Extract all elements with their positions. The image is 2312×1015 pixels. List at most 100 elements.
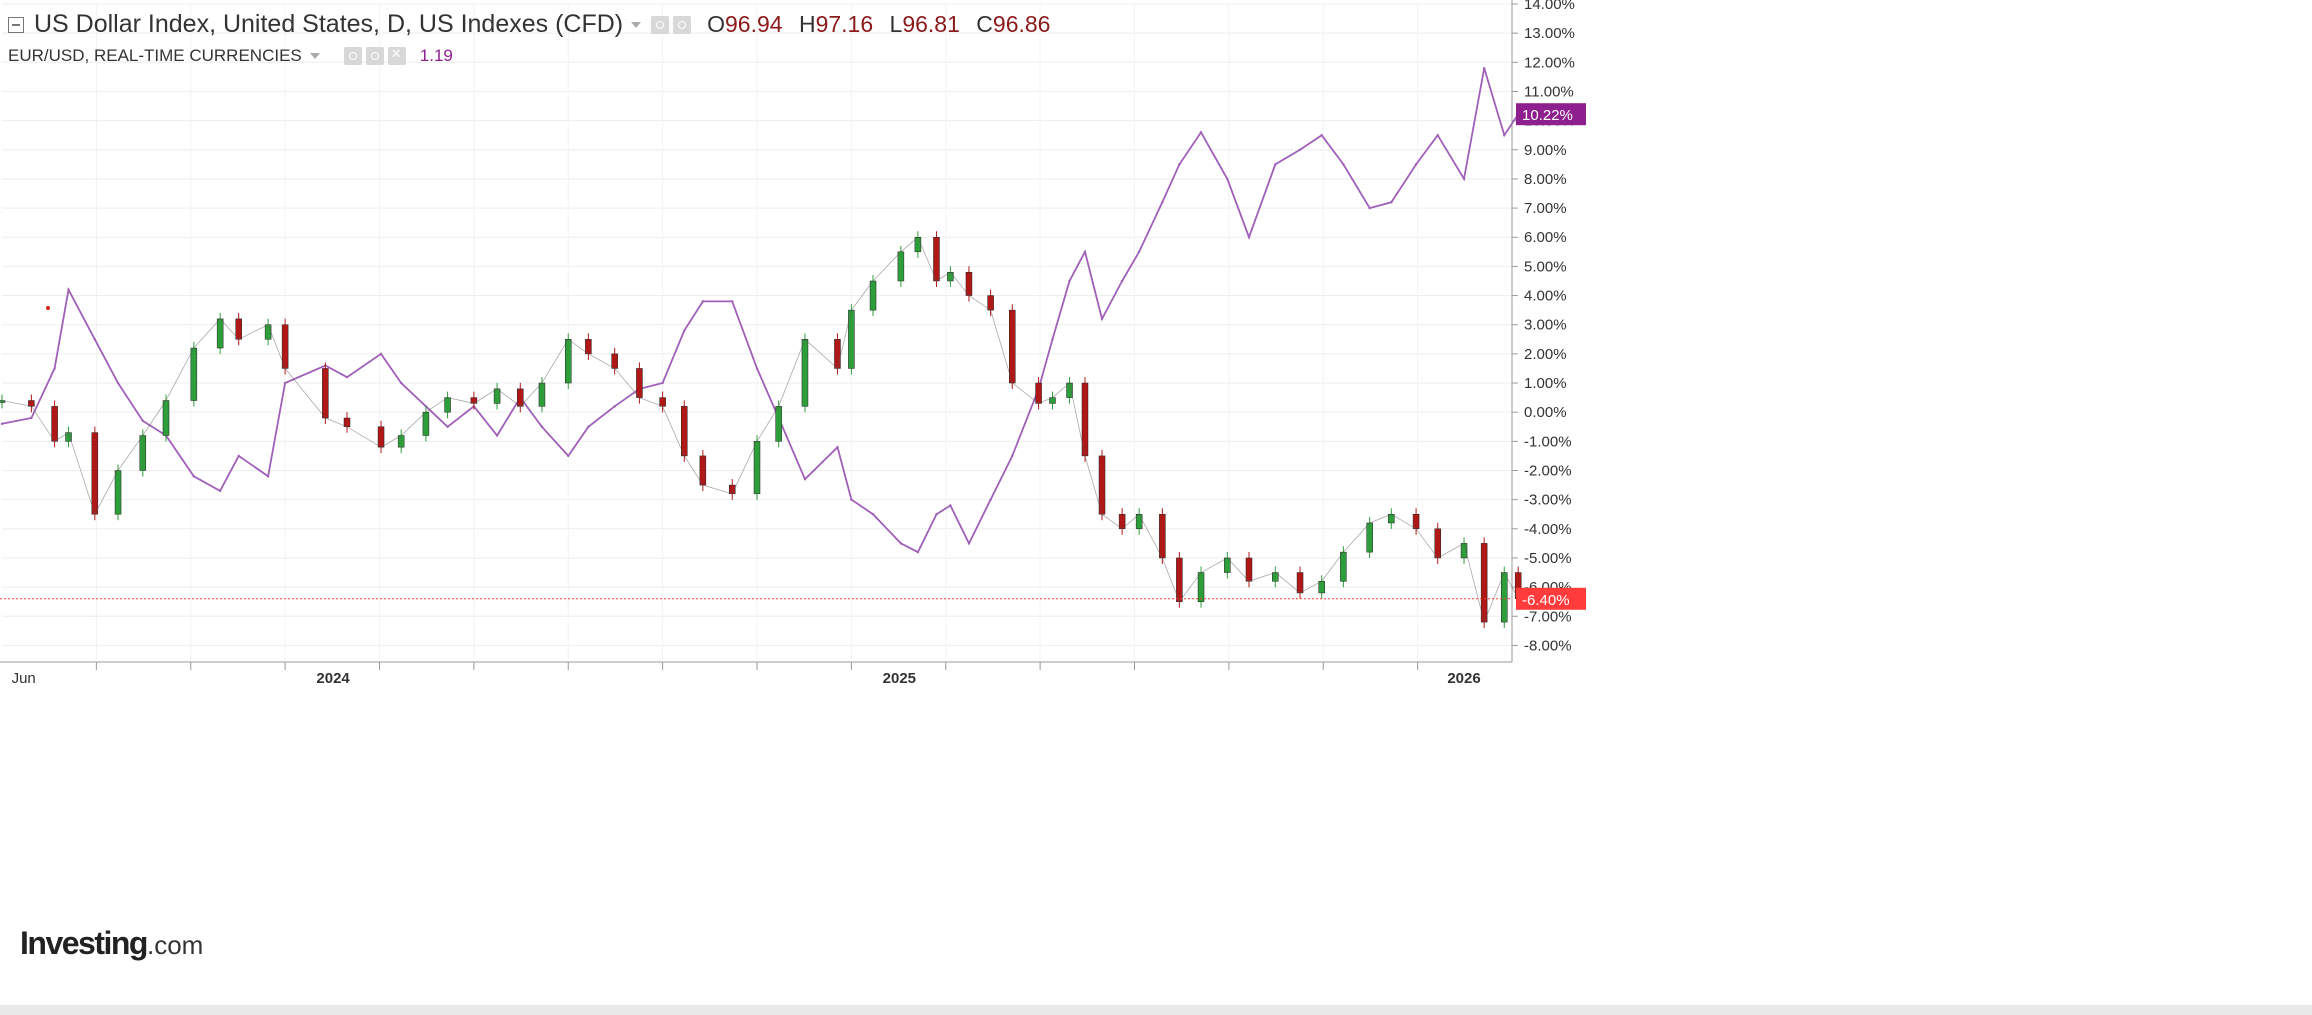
eurusd-point bbox=[67, 288, 70, 291]
candle bbox=[933, 236, 940, 282]
candle bbox=[965, 271, 973, 296]
candle bbox=[987, 295, 994, 311]
eurusd-point bbox=[755, 367, 759, 370]
eurusd-point bbox=[1368, 206, 1371, 210]
y-tick-label: 2.00% bbox=[1524, 346, 1567, 363]
y-tick-label: 0.00% bbox=[1524, 404, 1567, 421]
dxy-last-label-bg bbox=[1516, 587, 1586, 610]
investing-logo: Investing.com bbox=[20, 925, 203, 962]
eurusd-point bbox=[916, 550, 920, 554]
eurusd-point bbox=[446, 425, 449, 428]
eurusd-point bbox=[540, 425, 544, 428]
chevron-down-icon[interactable] bbox=[631, 21, 642, 28]
close-icon[interactable] bbox=[387, 46, 406, 65]
main-series-title: US Dollar Index, United States, D, US In… bbox=[34, 10, 624, 38]
eurusd-last-label-bg bbox=[1516, 103, 1586, 126]
candle bbox=[281, 324, 289, 369]
candle bbox=[1366, 522, 1373, 553]
gear-icon[interactable] bbox=[673, 15, 692, 34]
candle bbox=[659, 397, 666, 407]
eurusd-point bbox=[967, 542, 971, 545]
y-tick-label: 5.00% bbox=[1524, 258, 1567, 275]
candle bbox=[493, 388, 501, 404]
y-tick-label: 7.00% bbox=[1524, 200, 1567, 217]
compare-legend: EUR/USD, REAL-TIME CURRENCIES 1.19 bbox=[8, 46, 453, 66]
gear-icon[interactable] bbox=[365, 47, 384, 65]
candle bbox=[565, 339, 572, 384]
y-tick-label: 12.00% bbox=[1524, 54, 1575, 71]
candle bbox=[1009, 309, 1016, 384]
candle bbox=[1159, 513, 1166, 559]
eurusd-point bbox=[192, 475, 196, 478]
eurusd-point bbox=[1503, 134, 1506, 137]
candle bbox=[264, 324, 272, 340]
eurusd-point bbox=[1462, 177, 1466, 181]
main-legend: US Dollar Index, United States, D, US In… bbox=[8, 10, 1050, 39]
eurusd-point bbox=[1100, 317, 1104, 321]
eurusd-point bbox=[1051, 338, 1054, 341]
eurusd-point bbox=[1436, 134, 1439, 137]
collapse-icon[interactable] bbox=[8, 16, 24, 33]
eurusd-point bbox=[495, 434, 499, 437]
eurusd-point bbox=[1482, 66, 1486, 70]
candle bbox=[1434, 528, 1441, 559]
candle bbox=[681, 406, 688, 457]
candle bbox=[1340, 551, 1347, 582]
eurusd-point bbox=[1161, 201, 1164, 204]
eye-icon[interactable] bbox=[651, 15, 670, 34]
eurusd-point bbox=[345, 375, 349, 379]
y-tick-label: 14.00% bbox=[1524, 0, 1575, 13]
candle bbox=[377, 426, 385, 448]
candle bbox=[611, 353, 618, 369]
y-tick-label: -5.00% bbox=[1524, 550, 1572, 567]
compare-value: 1.19 bbox=[419, 46, 453, 65]
eurusd-point bbox=[1320, 134, 1323, 137]
open-value: 96.94 bbox=[725, 11, 783, 37]
eurusd-point bbox=[1342, 163, 1345, 166]
candle bbox=[1035, 382, 1042, 404]
y-tick-label: -7.00% bbox=[1524, 608, 1572, 625]
y-tick-label: 3.00% bbox=[1524, 317, 1567, 334]
x-tick-label: 2026 bbox=[1447, 670, 1480, 687]
candle bbox=[753, 441, 761, 495]
ohlc-values: O96.94 H97.16 L96.81 C96.86 bbox=[707, 11, 1050, 38]
bottom-scrollbar[interactable] bbox=[0, 1005, 2312, 1015]
candle bbox=[1480, 543, 1488, 623]
eurusd-last-label: 10.22% bbox=[1522, 107, 1573, 124]
eurusd-point bbox=[283, 381, 287, 385]
chevron-down-icon[interactable] bbox=[309, 53, 320, 59]
candle bbox=[444, 397, 451, 413]
eurusd-point bbox=[1120, 279, 1124, 283]
close-label: C bbox=[976, 11, 993, 37]
brand-name: Investing bbox=[20, 925, 148, 961]
candle bbox=[585, 339, 592, 355]
high-value: 97.16 bbox=[815, 11, 874, 37]
eye-icon[interactable] bbox=[343, 47, 362, 65]
eurusd-point bbox=[1226, 177, 1229, 181]
eurusd-point bbox=[899, 542, 903, 545]
candle bbox=[397, 435, 405, 448]
y-tick-label: 11.00% bbox=[1524, 83, 1574, 100]
brand-suffix: .com bbox=[146, 930, 204, 960]
candle bbox=[834, 339, 841, 369]
eurusd-point bbox=[1414, 163, 1418, 166]
candle bbox=[114, 470, 122, 515]
y-tick-label: -8.00% bbox=[1524, 637, 1572, 654]
eurusd-point bbox=[701, 300, 705, 303]
eurusd-point bbox=[218, 489, 222, 493]
y-tick-label: 4.00% bbox=[1524, 288, 1567, 305]
compare-series-title: EUR/USD, REAL-TIME CURRENCIES bbox=[8, 46, 302, 65]
candle bbox=[801, 339, 809, 407]
candle bbox=[51, 406, 58, 442]
candle bbox=[28, 400, 35, 407]
eurusd-point bbox=[989, 498, 992, 501]
eurusd-series-line bbox=[1, 67, 1519, 554]
candle bbox=[699, 455, 707, 486]
candle bbox=[235, 318, 242, 340]
eurusd-point bbox=[1247, 236, 1251, 239]
eurusd-point bbox=[661, 381, 664, 385]
candle bbox=[162, 400, 170, 436]
eurusd-point bbox=[587, 425, 590, 428]
